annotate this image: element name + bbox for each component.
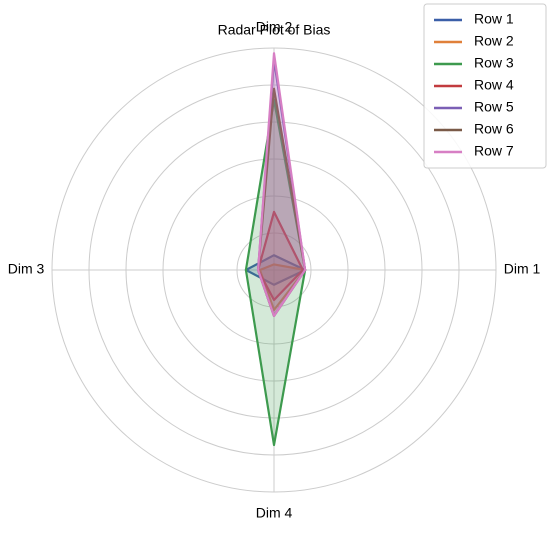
legend: Row 1 Row 2 Row 3 Row 4 Row 5 Row 6 Row 7 xyxy=(423,3,547,169)
legend-label: Row 4 xyxy=(474,77,514,93)
series-line xyxy=(258,263,307,312)
chart-title: Radar Plot of Bias xyxy=(218,22,331,38)
series-area xyxy=(258,211,303,300)
legend-label: Row 6 xyxy=(474,121,514,137)
series-area xyxy=(259,264,306,310)
legend-label: Row 7 xyxy=(474,143,514,159)
series-line xyxy=(257,52,307,317)
legend-label: Row 2 xyxy=(474,33,514,49)
axis-label: Dim 2 xyxy=(256,19,293,35)
legend-label: Row 5 xyxy=(474,99,514,115)
legend-box xyxy=(423,3,547,169)
axis-label: Dim 4 xyxy=(256,505,293,521)
legend-label: Row 1 xyxy=(474,11,514,27)
axis-label: Dim 3 xyxy=(8,261,45,277)
axis-label: Dim 1 xyxy=(504,261,541,277)
series-line xyxy=(244,98,307,447)
legend-label: Row 3 xyxy=(474,55,514,71)
